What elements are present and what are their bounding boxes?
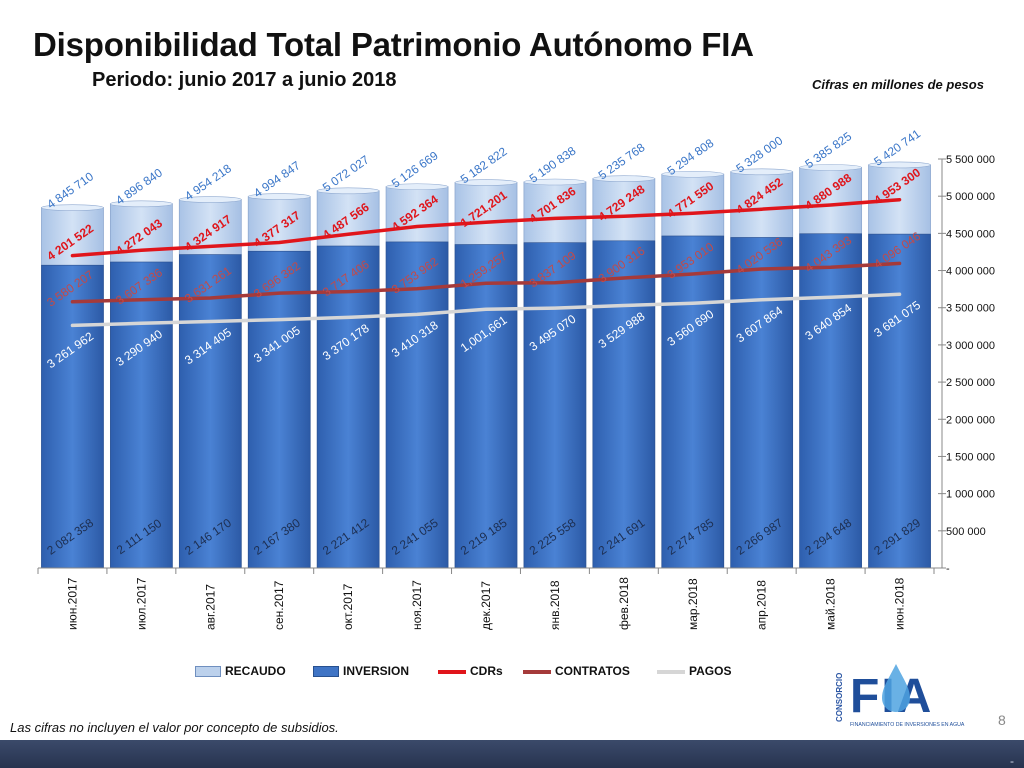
fia-logo: CONSORCIO FIA FINANCIAMIENTO DE INVERSIO…	[828, 660, 968, 730]
x-tick-label: апр.2018	[755, 580, 769, 630]
bar-inversion	[799, 233, 862, 569]
bar-recaudo-top	[661, 170, 725, 178]
y-tick-label: 500 000	[946, 526, 986, 538]
logo-vertical-text: CONSORCIO	[835, 673, 844, 722]
x-tick-label: июл.2017	[134, 577, 148, 630]
x-tick-label: июн.2017	[65, 577, 79, 630]
legend-swatch-pagos	[657, 669, 685, 674]
bar-inversion	[247, 250, 311, 569]
x-tick-label: янв.2018	[548, 580, 562, 630]
legend-item-pagos: PAGOS	[657, 664, 731, 678]
bar-inversion	[316, 245, 380, 569]
line-pagos	[70, 292, 902, 328]
page-number: 8	[998, 712, 1006, 728]
bar-recaudo-top	[799, 164, 862, 171]
page-title: Disponibilidad Total Patrimonio Autónomo…	[33, 26, 754, 63]
x-tick-label: окт.2017	[341, 583, 355, 630]
legend-label-contratos: CONTRATOS	[555, 664, 630, 678]
y-tick-label: 4 500 000	[946, 228, 995, 240]
legend-label-pagos: PAGOS	[689, 664, 732, 678]
x-tick-label: авг.2017	[203, 584, 217, 630]
y-tick-label: 3 000 000	[946, 340, 995, 352]
bar-recaudo-top	[730, 168, 793, 176]
period-subtitle: Periodo: junio 2017 a junio 2018	[92, 69, 397, 91]
bar-recaudo-top	[523, 178, 587, 186]
legend-swatch-inversion	[313, 666, 339, 678]
corner-mark: -	[1010, 754, 1014, 768]
y-tick-label: 5 500 000	[946, 154, 995, 166]
lines-layer	[70, 197, 902, 328]
bar-inversion	[523, 242, 587, 569]
x-tick-label: фев.2018	[617, 577, 631, 630]
bar-inversion	[661, 235, 725, 569]
water-drop-icon	[882, 664, 910, 712]
x-tick-label: мар.2018	[686, 578, 700, 630]
y-tick-label: 2 500 000	[946, 377, 995, 389]
y-tick-label: -	[946, 563, 950, 575]
x-tick-label: май.2018	[824, 578, 838, 630]
bar-recaudo-top	[454, 179, 518, 186]
bar-inversion	[41, 264, 104, 569]
x-tick-label: ноя.2017	[410, 580, 424, 630]
bar-recaudo-top	[247, 193, 311, 200]
y-tick-label: 4 000 000	[946, 266, 995, 278]
legend-item-recaudo: RECAUDO	[195, 664, 286, 678]
y-tick-label: 3 500 000	[946, 303, 995, 315]
bar-recaudo-top	[41, 204, 104, 211]
x-tick-label: июн.2018	[893, 577, 907, 630]
legend-label-cdrs: CDRs	[470, 664, 503, 678]
bar-recaudo-top	[179, 196, 242, 203]
bar-recaudo-top	[316, 187, 380, 195]
legend-swatch-recaudo	[195, 666, 221, 678]
legend-swatch-cdrs	[438, 669, 466, 674]
bar-inversion	[110, 261, 173, 569]
x-axis: июн.2017 июл.2017 авг.2017 сен.2017 окт.2017…	[37, 567, 942, 630]
bar-inversion	[179, 254, 242, 569]
legend-swatch-contratos	[523, 669, 551, 674]
bar-recaudo-top	[592, 175, 656, 182]
line-contratos	[70, 261, 902, 304]
legend-item-contratos: CONTRATOS	[523, 664, 630, 678]
units-note: Cifras en millones de pesos	[812, 77, 984, 92]
bars-layer	[41, 161, 931, 569]
legend-label-inversion: INVERSION	[343, 664, 410, 678]
line-cdrs	[70, 197, 902, 258]
bar-inversion	[868, 233, 931, 569]
bottom-bar: -	[0, 740, 1024, 768]
bar-inversion	[385, 241, 449, 569]
y-tick-label: 1 000 000	[946, 489, 995, 501]
legend-item-cdrs: CDRs	[438, 664, 503, 678]
bar-inversion	[730, 237, 793, 569]
legend-label-recaudo: RECAUDO	[225, 664, 286, 678]
bar-recaudo-top	[868, 161, 931, 169]
logo-tagline: FINANCIAMIENTO DE INVERSIONES EN AGUA	[850, 722, 965, 728]
y-tick-label: 1 500 000	[946, 451, 995, 463]
y-axis: - 500 000 1 000 000 1 500 000 2 000 000 2 500…	[938, 154, 995, 575]
legend-item-inversion: INVERSION	[313, 664, 409, 678]
bar-recaudo-top	[110, 200, 173, 208]
x-tick-label: дек.2017	[479, 581, 493, 630]
y-tick-label: 5 000 000	[946, 191, 995, 203]
y-tick-label: 2 000 000	[946, 414, 995, 426]
bar-inversion	[592, 240, 656, 569]
bar-inversion	[454, 244, 518, 569]
x-tick-label: сен.2017	[272, 580, 286, 630]
footnote: Las cifras no incluyen el valor por conc…	[10, 720, 339, 735]
bar-recaudo-top	[385, 183, 449, 191]
